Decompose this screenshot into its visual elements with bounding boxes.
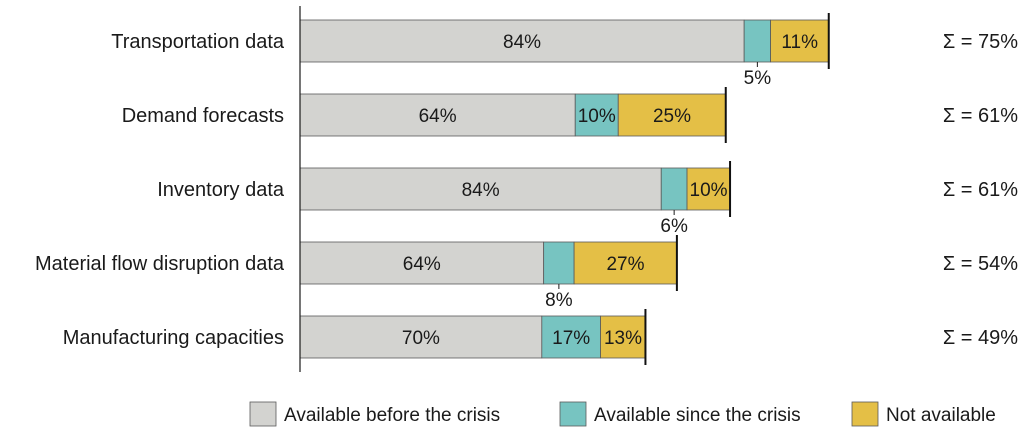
bar-segment-3-row-5: [600, 315, 646, 359]
sum-label: Σ = 49%: [943, 327, 1018, 349]
bars-group: 84%5%11%64% 10% 25%84%6%10%64%8%27%70% 17% 1…: [299, 13, 830, 365]
legend-label: Not available: [886, 405, 996, 426]
bar-segment-3-row-1: [770, 19, 830, 63]
legend-swatch: [249, 401, 277, 427]
category-labels: Transportation data Demand forecasts Inven…: [35, 31, 285, 349]
bar-segment-2-row-5: [541, 315, 601, 359]
bar-segment-2-row-1: [743, 19, 771, 63]
bar-segment-2-row-2: [574, 93, 619, 137]
value-label: 84%: [503, 32, 541, 53]
legend: Available before the crisis Available sin…: [249, 401, 996, 427]
value-label: 25%: [653, 106, 691, 127]
sum-label: Σ = 75%: [943, 31, 1018, 53]
bar-segment-2-row-4: [543, 241, 575, 285]
value-label: 8%: [545, 290, 573, 311]
bar-segment-2-row-3: [660, 167, 688, 211]
sum-labels: Σ = 75% Σ = 61% Σ = 61% Σ = 54% Σ = 49%: [943, 31, 1018, 349]
value-label: 6%: [660, 216, 688, 237]
legend-label: Available before the crisis: [284, 405, 500, 426]
value-label: 84%: [462, 180, 500, 201]
legend-swatch: [559, 401, 587, 427]
value-label: 11%: [781, 32, 818, 53]
legend-label: Available since the crisis: [594, 405, 801, 426]
value-label: 17%: [552, 328, 590, 349]
value-label: 64%: [419, 106, 457, 127]
bar-segment-3-row-4: [573, 241, 678, 285]
value-label: 10%: [690, 180, 728, 201]
sum-label: Σ = 61%: [943, 105, 1018, 127]
legend-swatch: [851, 401, 879, 427]
value-label: 5%: [744, 68, 772, 89]
sum-label: Σ = 61%: [943, 179, 1018, 201]
category-label: Material flow disruption data: [35, 253, 285, 275]
category-label: Transportation data: [111, 31, 285, 53]
value-label: 70%: [402, 328, 440, 349]
sum-label: Σ = 54%: [943, 253, 1018, 275]
value-label: 10%: [578, 106, 616, 127]
value-label: 13%: [604, 328, 642, 349]
value-label: 64%: [403, 254, 441, 275]
bar-segment-1-row-1: [299, 19, 745, 63]
bar-segment-1-row-3: [299, 167, 662, 211]
category-label: Manufacturing capacities: [63, 327, 284, 349]
value-label: 27%: [606, 254, 644, 275]
category-label: Inventory data: [157, 179, 285, 201]
category-label: Demand forecasts: [122, 105, 284, 127]
